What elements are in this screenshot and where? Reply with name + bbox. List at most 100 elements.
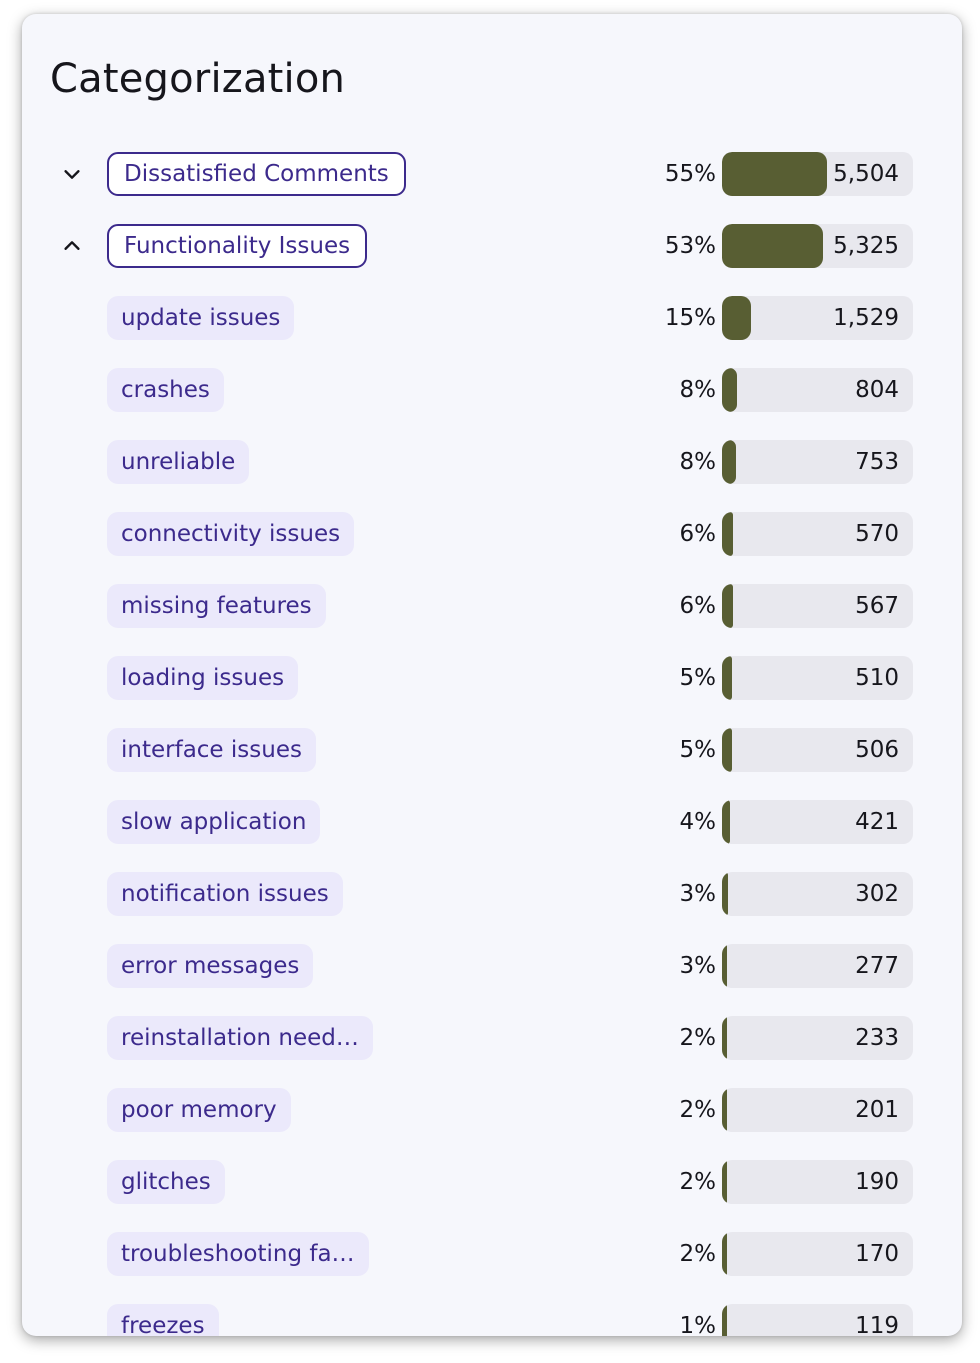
subcategory-row: poor memory 2% 201	[22, 1088, 962, 1132]
count-value: 201	[855, 1097, 899, 1123]
subcategory-chip[interactable]: slow application	[107, 800, 321, 844]
chevron-up-icon[interactable]	[58, 232, 86, 260]
subcategory-chip[interactable]: loading issues	[107, 656, 299, 700]
subcategory-chip[interactable]: notification issues	[107, 872, 343, 916]
count-bar: 753	[722, 440, 913, 484]
percentage-value: 55%	[664, 161, 716, 187]
count-bar: 201	[722, 1088, 913, 1132]
count-bar-fill	[722, 872, 728, 916]
subcategory-chip[interactable]: freezes	[107, 1304, 219, 1336]
percentage-value: 8%	[679, 449, 717, 475]
count-bar: 421	[722, 800, 913, 844]
count-bar: 570	[722, 512, 913, 556]
page-title: Categorization	[50, 56, 346, 102]
count-value: 5,325	[833, 233, 899, 259]
count-value: 190	[855, 1169, 899, 1195]
count-bar-fill	[722, 728, 732, 772]
count-bar: 506	[722, 728, 913, 772]
count-bar: 190	[722, 1160, 913, 1204]
count-bar: 5,325	[722, 224, 913, 268]
count-value: 421	[855, 809, 899, 835]
count-value: 567	[855, 593, 899, 619]
subcategory-row: troubleshooting fa… 2% 170	[22, 1232, 962, 1276]
count-bar: 567	[722, 584, 913, 628]
count-bar: 804	[722, 368, 913, 412]
subcategory-chip[interactable]: missing features	[107, 584, 326, 628]
subcategory-chip[interactable]: troubleshooting fa…	[107, 1232, 369, 1276]
subcategory-row: reinstallation need… 2% 233	[22, 1016, 962, 1060]
count-bar-fill	[722, 296, 751, 340]
count-bar-fill	[722, 368, 738, 412]
category-row: Dissatisfied Comments 55% 5,504	[22, 152, 962, 196]
subcategory-row: missing features 6% 567	[22, 584, 962, 628]
subcategory-row: notification issues 3% 302	[22, 872, 962, 916]
chevron-down-icon[interactable]	[58, 160, 86, 188]
percentage-value: 8%	[679, 377, 717, 403]
count-bar: 302	[722, 872, 913, 916]
count-value: 753	[855, 449, 899, 475]
count-bar-fill	[722, 512, 733, 556]
subcategory-chip[interactable]: connectivity issues	[107, 512, 355, 556]
count-bar-fill	[722, 584, 733, 628]
count-bar: 1,529	[722, 296, 913, 340]
subcategory-chip[interactable]: reinstallation need…	[107, 1016, 373, 1060]
subcategory-chip[interactable]: crashes	[107, 368, 224, 412]
percentage-value: 3%	[679, 953, 717, 979]
count-bar: 119	[722, 1304, 913, 1336]
subcategory-chip[interactable]: unreliable	[107, 440, 250, 484]
count-bar-fill	[722, 944, 728, 988]
percentage-value: 2%	[679, 1025, 717, 1051]
count-bar-fill	[722, 800, 731, 844]
category-row: Functionality Issues 53% 5,325	[22, 224, 962, 268]
subcategory-row: loading issues 5% 510	[22, 656, 962, 700]
categorization-panel: Categorization Dissatisfied Comments 55% 5…	[22, 14, 962, 1336]
count-value: 119	[855, 1313, 899, 1336]
subcategory-chip[interactable]: update issues	[107, 296, 295, 340]
count-value: 170	[855, 1241, 899, 1267]
subcategory-row: interface issues 5% 506	[22, 728, 962, 772]
count-bar-fill	[722, 440, 737, 484]
count-value: 302	[855, 881, 899, 907]
count-value: 1,529	[833, 305, 899, 331]
subcategory-row: glitches 2% 190	[22, 1160, 962, 1204]
percentage-value: 6%	[679, 593, 717, 619]
percentage-value: 6%	[679, 521, 717, 547]
count-value: 510	[855, 665, 899, 691]
count-value: 570	[855, 521, 899, 547]
count-bar: 233	[722, 1016, 913, 1060]
percentage-value: 2%	[679, 1169, 717, 1195]
count-value: 804	[855, 377, 899, 403]
subcategory-row: connectivity issues 6% 570	[22, 512, 962, 556]
subcategory-row: freezes 1% 119	[22, 1304, 962, 1336]
count-value: 5,504	[833, 161, 899, 187]
percentage-value: 1%	[679, 1313, 717, 1336]
count-bar-fill	[722, 1016, 727, 1060]
count-bar-fill	[722, 1088, 727, 1132]
percentage-value: 53%	[664, 233, 716, 259]
subcategory-chip[interactable]: poor memory	[107, 1088, 291, 1132]
subcategory-chip[interactable]: error messages	[107, 944, 314, 988]
percentage-value: 3%	[679, 881, 717, 907]
count-value: 277	[855, 953, 899, 979]
percentage-value: 2%	[679, 1097, 717, 1123]
subcategory-chip[interactable]: glitches	[107, 1160, 225, 1204]
count-bar-fill	[722, 152, 828, 196]
count-bar: 277	[722, 944, 913, 988]
count-bar-fill	[722, 1232, 727, 1276]
count-bar-fill	[722, 1160, 727, 1204]
count-bar: 510	[722, 656, 913, 700]
count-bar-fill	[722, 1304, 727, 1336]
percentage-value: 2%	[679, 1241, 717, 1267]
subcategory-row: unreliable 8% 753	[22, 440, 962, 484]
subcategory-row: update issues 15% 1,529	[22, 296, 962, 340]
percentage-value: 4%	[679, 809, 717, 835]
category-chip[interactable]: Functionality Issues	[107, 224, 368, 268]
percentage-value: 5%	[679, 665, 717, 691]
count-bar: 5,504	[722, 152, 913, 196]
subcategory-row: slow application 4% 421	[22, 800, 962, 844]
subcategory-chip[interactable]: interface issues	[107, 728, 316, 772]
count-bar-fill	[722, 656, 732, 700]
subcategory-row: error messages 3% 277	[22, 944, 962, 988]
percentage-value: 5%	[679, 737, 717, 763]
category-chip[interactable]: Dissatisfied Comments	[107, 152, 406, 196]
